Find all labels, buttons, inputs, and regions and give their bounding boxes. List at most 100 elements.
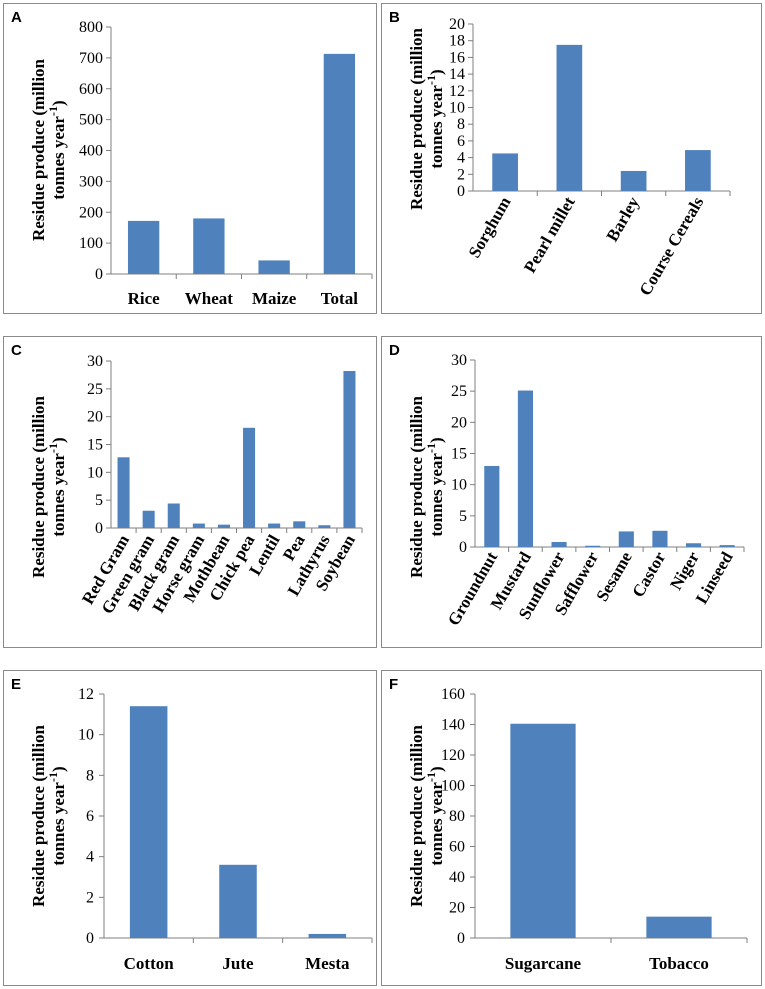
y-tick-label-c: 0 bbox=[95, 520, 103, 537]
y-tick-label-e: 8 bbox=[86, 767, 94, 784]
y-tick-label-c: 25 bbox=[87, 381, 103, 398]
x-category-label-b: Sorghum bbox=[465, 194, 515, 262]
y-axis-title-line2-e: tonnes year-1) bbox=[46, 766, 68, 865]
panel-b: B Residue produce (million tonnes year-1) 0… bbox=[381, 3, 762, 314]
panel-a: A Residue produce (million tonnes year-1) 0… bbox=[3, 3, 377, 314]
x-category-label-f: Tobacco bbox=[649, 954, 709, 973]
y-axis-title-line2-f: tonnes year-1) bbox=[424, 766, 446, 865]
y-tick-label-a: 200 bbox=[79, 204, 103, 221]
panel-label-f: F bbox=[389, 676, 398, 693]
y-tick-label-e: 6 bbox=[86, 808, 94, 825]
bar-b-pearl-millet bbox=[556, 44, 583, 191]
y-tick-label-a: 500 bbox=[79, 112, 103, 129]
y-tick-label-f: 80 bbox=[449, 808, 465, 825]
bar-e-cotton bbox=[129, 706, 168, 938]
panel-c: C Residue produce (million tonnes year-1) 0… bbox=[3, 336, 377, 648]
y-tick-label-b: 8 bbox=[457, 116, 465, 133]
panel-label-e: E bbox=[11, 676, 21, 693]
x-category-label-a: Total bbox=[321, 289, 358, 308]
y-tick-label-c: 30 bbox=[87, 353, 103, 370]
bar-b-course-cereals bbox=[685, 150, 711, 191]
y-tick-label-c: 5 bbox=[95, 492, 103, 509]
y-tick-label-a: 700 bbox=[79, 50, 103, 67]
bar-f-tobacco bbox=[646, 916, 712, 938]
y-tick-label-e: 10 bbox=[78, 727, 94, 744]
panel-label-c: C bbox=[11, 342, 22, 359]
x-category-label-a: Wheat bbox=[185, 289, 234, 308]
y-tick-label-a: 800 bbox=[79, 19, 103, 36]
chart-a: A Residue produce (million tonnes year-1) 0… bbox=[11, 9, 373, 308]
y-tick-label-b: 10 bbox=[449, 100, 465, 117]
y-tick-label-e: 4 bbox=[86, 849, 94, 866]
bar-c-green-gram bbox=[142, 510, 155, 528]
y-axis-title-line1-a: Residue produce (million bbox=[29, 58, 48, 241]
x-category-label-b: Barley bbox=[603, 193, 644, 245]
y-tick-label-d: 0 bbox=[459, 539, 467, 556]
y-tick-label-c: 15 bbox=[87, 437, 103, 454]
y-axis-title-line1-f: Residue produce (million bbox=[407, 724, 426, 907]
y-tick-label-b: 6 bbox=[457, 133, 465, 150]
panel-label-d: D bbox=[389, 342, 400, 359]
y-tick-label-a: 100 bbox=[79, 235, 103, 252]
bar-c-black-gram bbox=[167, 503, 180, 528]
chart-c: C Residue produce (million tonnes year-1) 0… bbox=[11, 342, 363, 617]
y-axis-title-line2-b: tonnes year-1) bbox=[424, 69, 446, 168]
x-category-label-e: Jute bbox=[222, 954, 254, 973]
bar-e-mesta bbox=[308, 933, 347, 938]
bar-c-horse-gram bbox=[192, 523, 205, 528]
y-axis-title-d: Residue produce (million tonnes year-1) bbox=[407, 395, 446, 578]
y-tick-label-d: 10 bbox=[451, 477, 467, 494]
bar-d-linseed bbox=[719, 545, 735, 547]
bar-f-sugarcane bbox=[510, 723, 576, 938]
y-tick-label-c: 10 bbox=[87, 464, 103, 481]
y-tick-label-b: 18 bbox=[449, 33, 465, 50]
y-axis-title-line1-d: Residue produce (million bbox=[407, 395, 426, 578]
y-axis-title-f: Residue produce (million tonnes year-1) bbox=[407, 724, 446, 907]
y-tick-label-f: 0 bbox=[457, 930, 465, 947]
x-category-label-a: Rice bbox=[128, 289, 161, 308]
y-axis-title-line1-b: Residue produce (million bbox=[407, 27, 426, 210]
y-tick-label-d: 20 bbox=[451, 414, 467, 431]
y-axis-title-line2-c: tonnes year-1) bbox=[46, 437, 68, 536]
y-tick-label-a: 400 bbox=[79, 143, 103, 160]
chart-d: D Residue produce (million tonnes year-1) 0… bbox=[389, 342, 745, 629]
y-axis-title-line1-c: Residue produce (million bbox=[29, 395, 48, 578]
y-tick-label-f: 60 bbox=[449, 839, 465, 856]
y-tick-label-d: 15 bbox=[451, 446, 467, 463]
y-axis-title-c: Residue produce (million tonnes year-1) bbox=[29, 395, 68, 578]
panel-label-a: A bbox=[11, 9, 22, 26]
y-tick-label-e: 2 bbox=[86, 889, 94, 906]
bar-c-pea bbox=[293, 521, 306, 528]
y-tick-label-b: 14 bbox=[449, 66, 465, 83]
y-tick-label-f: 140 bbox=[441, 717, 465, 734]
y-tick-label-b: 0 bbox=[457, 183, 465, 200]
bar-a-maize bbox=[258, 260, 290, 274]
panel-label-b: B bbox=[389, 9, 400, 26]
y-tick-label-f: 100 bbox=[441, 778, 465, 795]
bar-b-sorghum bbox=[492, 153, 518, 191]
bar-a-rice bbox=[127, 220, 160, 274]
y-tick-label-b: 12 bbox=[449, 83, 465, 100]
y-tick-label-e: 0 bbox=[86, 930, 94, 947]
bar-e-jute bbox=[219, 864, 257, 938]
y-axis-title-line2-a: tonnes year-1) bbox=[46, 100, 68, 199]
bar-a-wheat bbox=[193, 218, 225, 274]
y-tick-label-d: 30 bbox=[451, 352, 467, 369]
x-category-label-b: Course Cereals bbox=[636, 193, 708, 299]
y-tick-label-b: 4 bbox=[457, 150, 465, 167]
bar-d-safflower bbox=[585, 545, 601, 547]
bar-c-lentil bbox=[268, 523, 281, 528]
bar-c-red-gram bbox=[117, 457, 130, 528]
y-axis-title-e: Residue produce (million tonnes year-1) bbox=[29, 724, 68, 907]
y-tick-label-f: 40 bbox=[449, 869, 465, 886]
bar-d-sesame bbox=[618, 531, 634, 547]
bar-d-mustard bbox=[517, 390, 534, 547]
y-tick-label-a: 300 bbox=[79, 173, 103, 190]
y-tick-label-a: 600 bbox=[79, 81, 103, 98]
panel-f: F Residue produce (million tonnes year-1) 0… bbox=[381, 670, 762, 986]
chart-b: B Residue produce (million tonnes year-1) 0… bbox=[389, 9, 731, 299]
x-category-label-d: Castor bbox=[628, 548, 669, 600]
y-axis-title-a: Residue produce (million tonnes year-1) bbox=[29, 58, 68, 241]
bar-a-total bbox=[323, 53, 356, 274]
y-axis-title-b: Residue produce (million tonnes year-1) bbox=[407, 27, 446, 210]
